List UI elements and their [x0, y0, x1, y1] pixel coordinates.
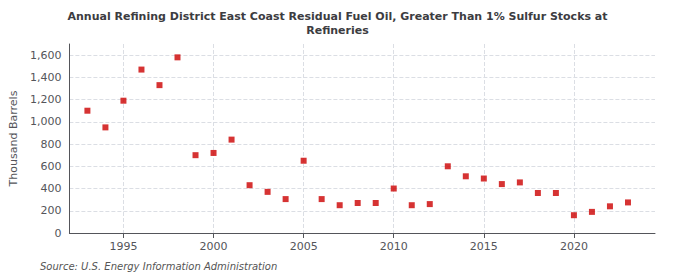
svg-text:2000: 2000 — [200, 240, 228, 253]
svg-text:400: 400 — [40, 182, 61, 195]
svg-text:Refineries: Refineries — [306, 24, 369, 37]
svg-text:1,000: 1,000 — [30, 115, 62, 128]
svg-text:1995: 1995 — [109, 240, 137, 253]
svg-text:Thousand Barrels: Thousand Barrels — [7, 90, 20, 187]
svg-text:600: 600 — [40, 160, 61, 173]
svg-text:1,200: 1,200 — [30, 93, 62, 106]
svg-text:Annual Refining District East: Annual Refining District East Coast Resi… — [67, 10, 607, 23]
svg-text:0: 0 — [54, 227, 61, 240]
svg-text:Source: U.S. Energy Informatio: Source: U.S. Energy Information Administ… — [40, 261, 277, 272]
svg-text:2020: 2020 — [560, 240, 588, 253]
svg-text:800: 800 — [40, 138, 61, 151]
svg-text:2005: 2005 — [290, 240, 318, 253]
svg-text:1,600: 1,600 — [30, 49, 62, 62]
svg-text:200: 200 — [40, 204, 61, 217]
svg-text:1,400: 1,400 — [30, 71, 62, 84]
svg-text:2010: 2010 — [380, 240, 408, 253]
svg-text:2015: 2015 — [470, 240, 498, 253]
